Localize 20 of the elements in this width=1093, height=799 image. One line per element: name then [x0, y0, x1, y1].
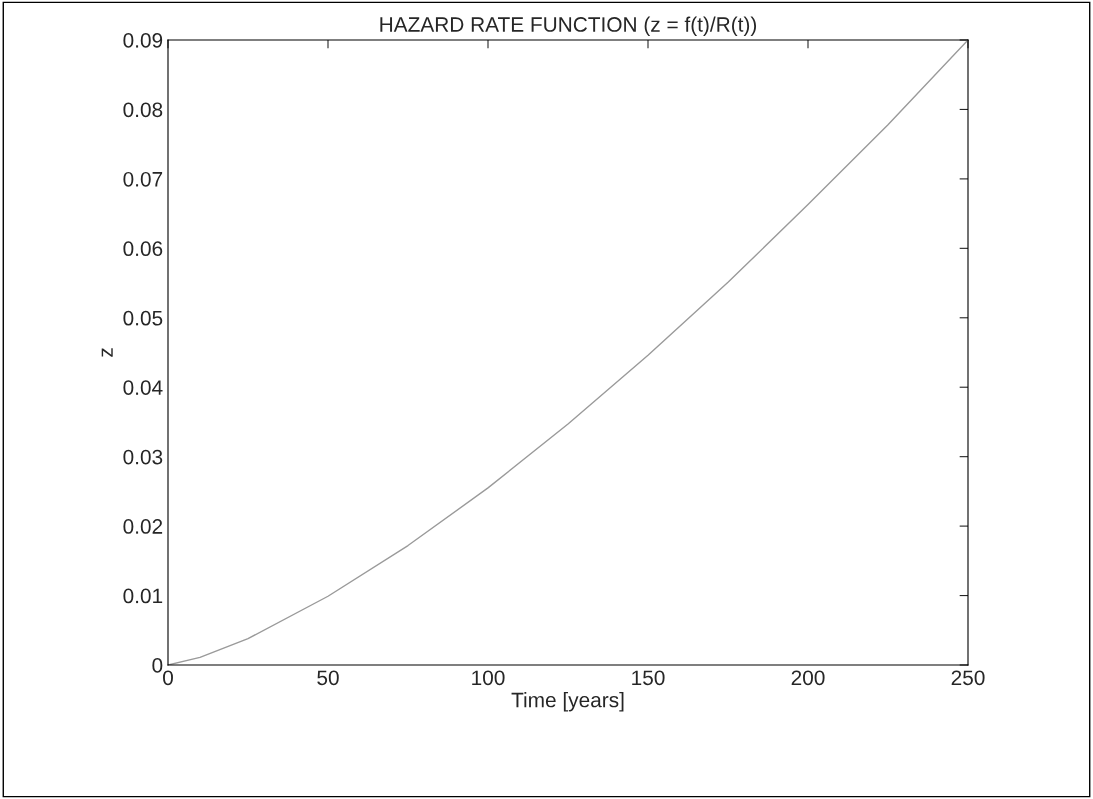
x-tick-label: 250 — [951, 670, 985, 686]
y-tick-label: 0.04 — [123, 380, 163, 395]
y-tick-label: 0.05 — [123, 310, 163, 326]
y-tick-label: 0.03 — [123, 449, 163, 465]
chart-title: HAZARD RATE FUNCTION (z = f(t)/R(t)) — [380, 16, 757, 36]
y-tick-label: 0 — [152, 658, 163, 673]
y-tick-label: 0.06 — [123, 241, 163, 257]
y-axis-title: z — [101, 348, 113, 357]
x-tick-label: 50 — [317, 670, 339, 686]
y-tick-label: 0.01 — [123, 588, 163, 604]
x-tick-label: 150 — [632, 670, 665, 686]
y-tick-label: 0.02 — [123, 519, 163, 534]
x-tick-label: 200 — [791, 670, 825, 686]
x-tick-label: 0 — [163, 670, 173, 686]
y-tick-label: 0.07 — [123, 171, 163, 187]
y-tick-label: 0.08 — [123, 102, 163, 118]
y-tick-label: 0.09 — [123, 33, 163, 48]
x-tick-label: 100 — [472, 670, 505, 686]
line-series — [168, 40, 968, 665]
x-axis-title: Time [years] — [511, 692, 624, 712]
